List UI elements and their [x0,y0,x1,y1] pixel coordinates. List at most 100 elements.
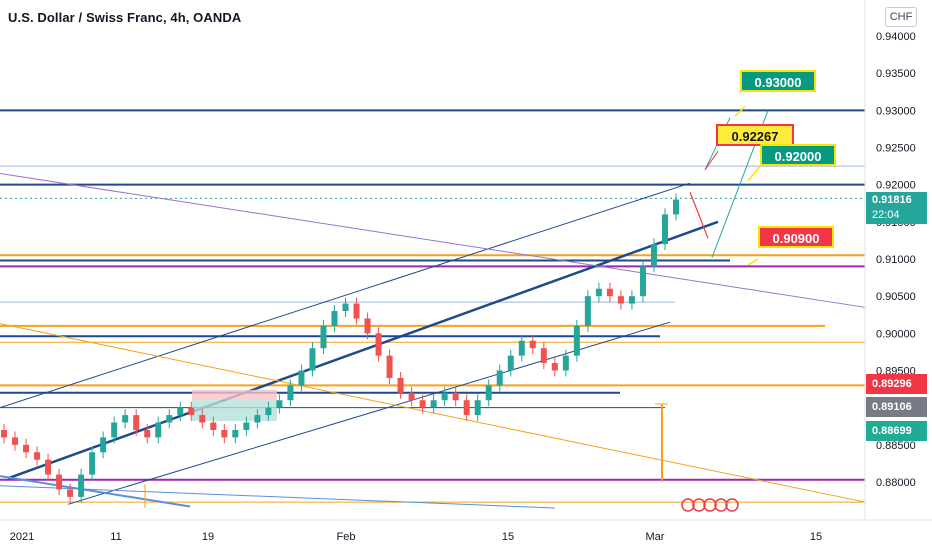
price-axis: 0.940000.935000.930000.925000.920000.915… [864,0,916,520]
time-tick-label: Feb [337,531,356,543]
candle-body [67,489,74,497]
candle-body [243,422,250,430]
candle-body [309,348,316,371]
candle-body [628,296,635,304]
price-tick-label: 0.93000 [876,105,916,117]
channel-middle [7,220,719,480]
channel-lower [67,321,671,505]
current-price-tag: 0.91816 22:04 [866,192,927,224]
target-label-090900[interactable]: 0.90900 [758,226,834,248]
time-axis: 2021 11 19 Feb 15 Mar 15 [0,519,932,543]
badge-ring [703,498,717,512]
target-label-092267[interactable]: 0.92267 [716,124,794,146]
candle-body [364,318,371,334]
candle-body [507,355,514,371]
candle-body [133,415,140,430]
candle-body [419,400,426,408]
candle-body [485,385,492,401]
candle-body [56,474,63,490]
time-tick-label: 11 [110,531,121,543]
candle-body [496,370,503,386]
candle-body [639,266,646,297]
candle-body [441,392,448,401]
candle-body [89,452,96,475]
candle-body [232,429,239,438]
candle-body [540,348,547,364]
drawings-layer [0,106,866,512]
candle-body [23,444,30,453]
candle-body [122,415,129,423]
time-tick-label: Mar [646,531,665,543]
candle-body [673,199,679,215]
candle-body [584,296,591,326]
candle-body [12,437,19,445]
candle-body [353,303,360,319]
candle-body [518,340,525,356]
candle-body [265,407,272,416]
candle-body [111,422,118,438]
candle-body [34,452,41,460]
tradingview-badge [681,498,739,512]
candle-body [298,370,305,386]
candle-body [320,325,327,349]
candles-layer [1,193,679,503]
price-tick-label: 0.93500 [876,68,916,80]
red-box-pointer [747,258,759,266]
candle-body [474,400,481,416]
candle-countdown: 22:04 [872,209,900,221]
candle-body [342,303,349,312]
channel-upper [0,182,691,409]
teal-box-pointer-top [734,106,746,117]
yellow-box-pointer [704,150,719,171]
candle-body [254,415,261,423]
candle-body [573,325,580,356]
price-tag-green: 0.88699 [866,421,927,441]
candle-body [166,415,173,423]
purple-trendline [0,173,866,308]
candle-body [386,355,393,378]
candle-body [287,385,294,401]
price-tick-label: 0.92500 [876,143,916,155]
candle-body [397,377,404,393]
price-tick-label: 0.88000 [876,477,916,489]
current-price-value: 0.91816 [872,194,912,206]
badge-ring [692,498,706,512]
price-tick-label: 0.90000 [876,328,916,340]
badge-ring [725,498,739,512]
price-tick-label: 0.92000 [876,180,916,192]
candle-body [650,244,657,267]
price-tick-label: 0.91000 [876,254,916,266]
time-tick-label: 2021 [10,531,34,543]
badge-ring [714,498,728,512]
candle-body [661,214,668,245]
candle-body [617,296,624,304]
candle-body [595,288,602,297]
candle-body [463,400,470,416]
price-tag-gray: 0.89106 [866,397,927,417]
target-label-093000[interactable]: 0.93000 [740,70,816,92]
candle-body [177,407,184,416]
price-tag-red: 0.89296 [866,374,927,394]
candle-body [606,288,613,297]
badge-ring [681,498,695,512]
candle-body [210,422,217,430]
currency-button[interactable]: CHF [885,7,917,27]
red-zone-rect [192,389,277,401]
price-tick-label: 0.88500 [876,440,916,452]
candle-body [551,363,558,371]
time-tick-label: 19 [202,531,214,543]
chart-title: U.S. Dollar / Swiss Franc, 4h, OANDA [8,10,242,25]
candle-body [199,415,206,423]
candle-body [562,355,569,371]
candle-body [1,429,7,438]
target-label-092000[interactable]: 0.92000 [760,144,836,166]
candle-body [221,429,228,438]
candle-body [331,311,338,326]
projection-down [689,191,709,239]
candle-body [188,407,195,416]
candle-body [375,333,382,356]
candle-body [100,437,107,453]
teal-box-pointer [747,165,761,182]
candle-body [45,459,52,475]
candle-body [276,400,283,408]
